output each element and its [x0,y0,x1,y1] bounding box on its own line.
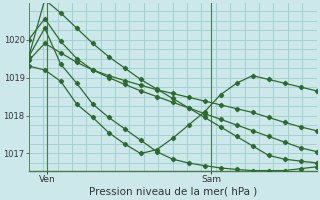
X-axis label: Pression niveau de la mer( hPa ): Pression niveau de la mer( hPa ) [89,187,257,197]
